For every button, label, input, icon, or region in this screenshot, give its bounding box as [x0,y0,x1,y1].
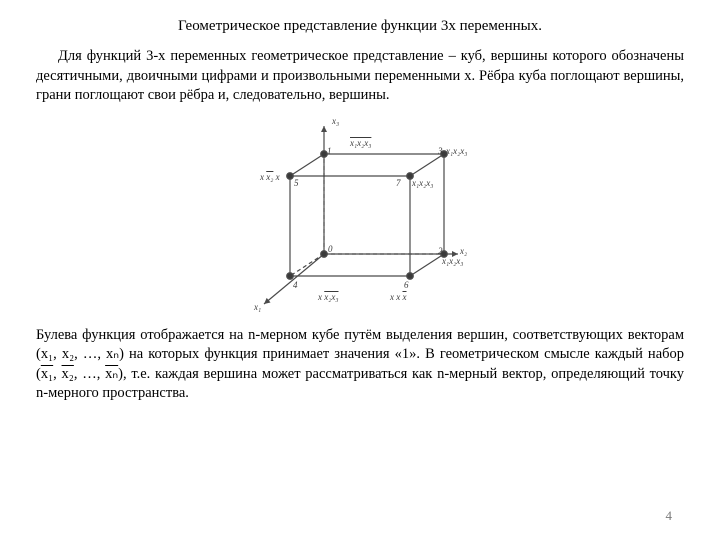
vertex-2: 2 [438,246,443,256]
label-bot-mid: x x x [390,292,407,302]
label-top-back: x₁x₂x₃ [350,138,371,148]
page-title: Геометрическое представление функции 3х … [36,18,684,35]
axis-x2-label: x₂ [460,246,467,256]
vertex-4: 4 [293,280,298,290]
page-number: 4 [666,508,673,524]
label-top-right: x₁x₂x₃ [446,146,467,156]
paragraph-2: Булева функция отображается на n-мерном … [36,326,684,404]
vertex-3: 3 [438,146,443,156]
axis-x3-label: x₃ [332,116,339,126]
axis-x1-label: x₁ [254,302,261,312]
vertex-1: 1 [327,146,332,156]
label-bot-right: x₁x₂x₃ [442,256,463,266]
figure-container: x₃ x₂ x₁ 0 1 2 3 4 5 6 7 x₁x₂x₃ x₁x₂x₃ x… [36,116,684,316]
vertex-0: 0 [328,244,333,254]
vertex-7: 7 [396,178,401,188]
cube-figure: x₃ x₂ x₁ 0 1 2 3 4 5 6 7 x₁x₂x₃ x₁x₂x₃ x… [220,116,500,316]
label-bot-left: x x₂x₃ [318,292,339,302]
label-mid-right: x₁x₂x₃ [412,178,433,188]
vertex-5: 5 [294,178,299,188]
vertex-6: 6 [404,280,409,290]
paragraph-1: Для функций 3-х переменных геометрическо… [36,47,684,106]
label-left-top: x x₂ x [260,172,280,182]
